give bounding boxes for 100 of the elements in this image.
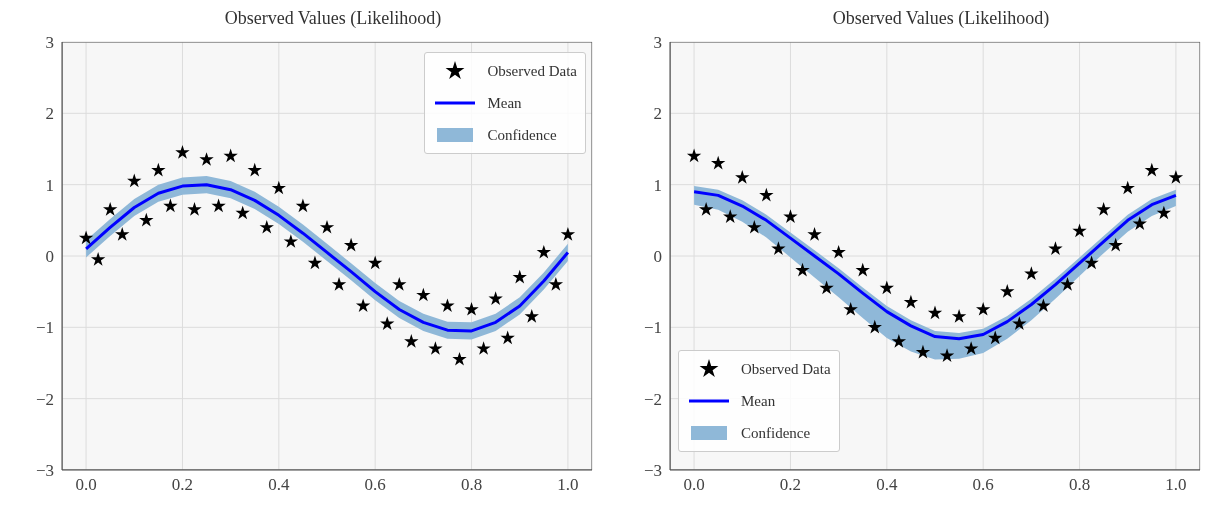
point	[512, 269, 527, 284]
x-tick-label: 0.4	[876, 475, 898, 495]
point	[380, 316, 395, 330]
x-tick-label: 0.2	[779, 475, 802, 495]
y-tick-label: 2	[45, 104, 54, 124]
point	[223, 148, 238, 163]
point	[404, 334, 419, 348]
y-tick-label: 1	[653, 175, 662, 195]
y-tick-label: −3	[643, 461, 662, 481]
y-tick-label: 1	[45, 175, 54, 195]
point	[211, 198, 226, 213]
y-tick-label: −3	[35, 461, 54, 481]
point	[686, 148, 702, 163]
point	[283, 234, 299, 248]
point	[440, 298, 455, 313]
annotation: Confidence	[741, 424, 811, 442]
point	[139, 212, 154, 227]
point	[199, 152, 214, 166]
point	[163, 198, 178, 213]
point	[464, 301, 479, 316]
point	[1048, 241, 1063, 255]
point	[416, 287, 431, 302]
point	[78, 230, 94, 245]
y-tick-label: 0	[45, 247, 54, 267]
point	[235, 205, 250, 220]
x-tick-label: 0.4	[268, 475, 290, 495]
point	[951, 309, 967, 323]
point	[355, 298, 371, 313]
point	[963, 341, 979, 355]
point	[723, 209, 738, 223]
point	[843, 301, 858, 316]
legend-label: Mean	[741, 392, 776, 410]
point	[1168, 169, 1184, 184]
x-tick-label: 0.8	[1068, 475, 1091, 495]
legend-label: Observed Data	[487, 62, 577, 80]
point	[271, 180, 286, 195]
point	[1096, 202, 1111, 216]
x-tick-label: 1.0	[1165, 475, 1187, 495]
chart-title: Observed Values (Likelihood)	[223, 8, 443, 30]
x-tick-label: 0.0	[683, 475, 705, 495]
point	[903, 294, 919, 309]
point	[343, 237, 359, 252]
point	[747, 219, 762, 234]
point	[1108, 237, 1123, 252]
point	[536, 244, 551, 259]
point	[1072, 223, 1087, 238]
point	[807, 227, 822, 241]
point	[295, 198, 311, 213]
point	[1156, 205, 1172, 220]
point	[307, 255, 323, 270]
point	[500, 330, 515, 345]
point	[151, 162, 166, 177]
point	[1000, 284, 1015, 298]
y-tick-label: −2	[35, 389, 54, 409]
point	[524, 309, 539, 323]
point	[891, 334, 907, 348]
point	[187, 202, 202, 216]
point	[476, 341, 491, 355]
legend-label: Observed Data	[741, 360, 831, 378]
point	[1024, 266, 1039, 280]
point	[819, 280, 834, 295]
y-tick-label: −1	[643, 318, 662, 338]
x-tick-label: 1.0	[557, 475, 579, 495]
point	[1132, 216, 1147, 231]
y-tick-label: 0	[653, 247, 662, 267]
point	[1084, 255, 1099, 270]
x-tick-label: 0.8	[460, 475, 483, 495]
point	[548, 276, 564, 291]
point	[115, 227, 130, 241]
y-tick-label: 3	[653, 33, 662, 53]
point	[127, 173, 142, 188]
point	[915, 344, 931, 359]
point	[927, 305, 943, 320]
point	[783, 209, 798, 223]
point	[103, 202, 118, 216]
point	[1144, 162, 1159, 177]
annotation: Confidence	[487, 126, 557, 144]
point	[976, 301, 991, 316]
x-tick-label: 0.6	[972, 475, 994, 495]
y-tick-label: −2	[643, 389, 662, 409]
point	[988, 330, 1003, 345]
point	[831, 244, 846, 259]
point	[735, 169, 750, 184]
point	[1120, 180, 1135, 195]
point	[392, 276, 407, 291]
point	[90, 252, 106, 266]
point	[560, 227, 576, 241]
chart-title: Observed Values (Likelihood)	[831, 8, 1051, 30]
point	[319, 219, 335, 234]
x-tick-label: 0.2	[171, 475, 194, 495]
point	[879, 280, 894, 295]
point	[259, 219, 274, 234]
x-tick-label: 0.0	[75, 475, 97, 495]
point	[1060, 276, 1075, 291]
point	[1036, 298, 1051, 313]
point	[368, 255, 383, 270]
legend-label: Mean	[487, 94, 522, 112]
y-tick-label: −1	[35, 318, 54, 338]
point	[452, 351, 467, 366]
point	[175, 145, 190, 159]
